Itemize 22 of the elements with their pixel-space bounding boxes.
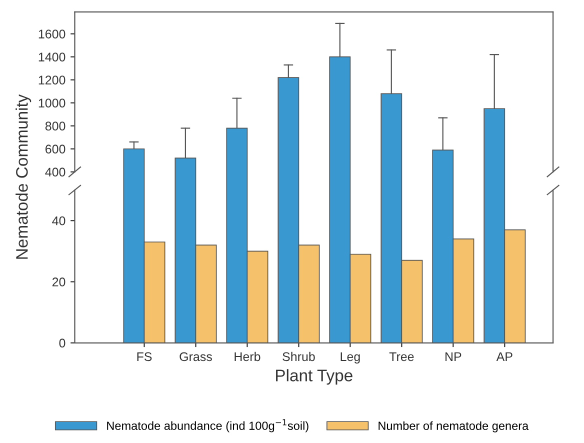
x-tick-label: Shrub bbox=[282, 352, 315, 362]
x-tick-label: Leg bbox=[340, 352, 360, 364]
y-tick-label: 1600 bbox=[38, 30, 66, 38]
y-tick-label: 1400 bbox=[38, 52, 66, 62]
legend-label: Number of nematode genera bbox=[378, 421, 529, 432]
y-tick-label: 40 bbox=[52, 216, 66, 226]
y-tick-label: 800 bbox=[45, 122, 66, 131]
y-tick-label: 600 bbox=[46, 144, 66, 154]
x-tick-label: FS bbox=[137, 352, 152, 362]
y-tick-label: 20 bbox=[52, 278, 66, 286]
y-tick-label: 1200 bbox=[38, 76, 66, 84]
x-axis-title: Plant Type bbox=[276, 369, 352, 385]
y-tick-label: 1000 bbox=[38, 98, 66, 108]
x-tick-label: Grass bbox=[180, 352, 212, 362]
y-tick-label: 400 bbox=[45, 168, 66, 177]
x-tick-label: NP bbox=[446, 352, 462, 361]
x-tick-label: AP bbox=[496, 352, 512, 361]
legend-label: Nematode abundance (ind 100g$^{−1}$soil) bbox=[107, 419, 308, 432]
x-tick-label: Tree bbox=[389, 352, 414, 362]
y-tick-label: 0 bbox=[59, 338, 66, 348]
x-tick-label: Herb bbox=[234, 352, 260, 362]
y-axis-title: Nematode Community bbox=[16, 94, 32, 259]
